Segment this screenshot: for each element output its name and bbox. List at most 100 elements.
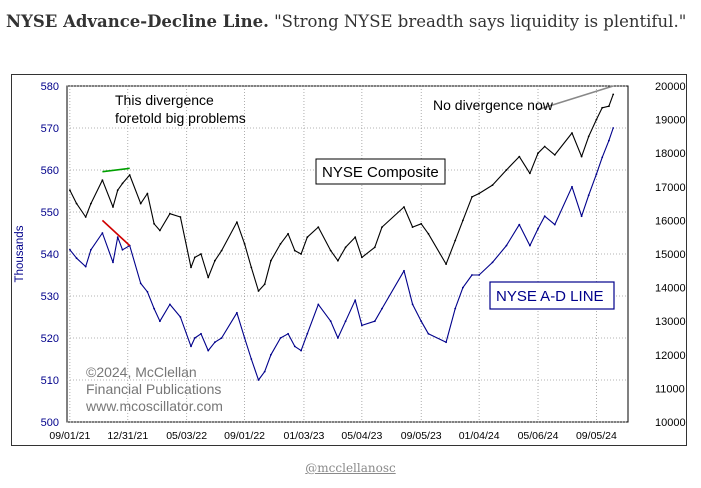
composite-point [601, 106, 604, 109]
composite-point [518, 155, 521, 158]
composite-point [159, 229, 161, 232]
adline-point [243, 337, 246, 339]
adline-point [101, 232, 104, 234]
composite-point [478, 192, 480, 195]
caption-title: NYSE Advance-Decline Line. [6, 12, 269, 31]
chart-labels: Thousands This divergence foretold big p… [14, 92, 615, 414]
composite-point [101, 179, 104, 181]
adline-point [491, 261, 494, 264]
adline-point [139, 282, 142, 285]
composite-point [257, 290, 260, 292]
series [69, 93, 615, 381]
adline-point [478, 274, 480, 276]
right-tick-label: 10000 [655, 417, 686, 429]
adline-point [121, 248, 124, 251]
composite-point [128, 174, 131, 176]
composite-point [381, 226, 383, 229]
left-tick-label: 520 [41, 333, 59, 345]
x-tick-label: 01/03/23 [284, 430, 325, 442]
left-tick-label: 580 [41, 81, 59, 93]
composite-point [200, 253, 202, 255]
right-tick-label: 20000 [655, 81, 686, 93]
caption: NYSE Advance-Decline Line. "Strong NYSE … [6, 12, 696, 31]
composite-point [505, 169, 508, 171]
adline-point [373, 320, 376, 323]
adline-point [250, 358, 253, 360]
composite-point [300, 253, 302, 255]
adline-point [236, 311, 238, 314]
left-tick-label: 540 [41, 249, 59, 261]
adline-point [84, 265, 87, 268]
composite-point [112, 206, 114, 208]
composite-point [337, 259, 339, 262]
annotation-divergence-line [102, 167, 130, 173]
copyright-line2: Financial Publications [86, 381, 221, 397]
right-tick-label: 13000 [655, 316, 686, 328]
x-tick-label: 05/03/22 [166, 430, 207, 442]
adline-point [112, 261, 114, 264]
adline-point [220, 337, 223, 339]
composite-point [139, 202, 142, 205]
left-tick-label: 570 [41, 123, 59, 135]
adline-point [257, 379, 260, 381]
composite-point [84, 216, 87, 218]
adline-point [608, 139, 610, 142]
composite-point [270, 259, 272, 262]
adline-point [159, 320, 161, 323]
composite-point [462, 219, 464, 222]
composite-point [354, 236, 357, 239]
credit-link[interactable]: @mcclellanosc [305, 461, 396, 475]
copyright-line3: www.mcoscillator.com [85, 398, 223, 414]
composite-point [537, 152, 539, 155]
composite-point [529, 172, 531, 175]
adline-point [601, 156, 604, 159]
composite-label: NYSE Composite [322, 164, 439, 181]
adline-point [454, 307, 457, 310]
adline-point [300, 349, 302, 352]
right-tick-label: 17000 [655, 182, 686, 194]
left-tick-label: 560 [41, 165, 59, 177]
composite-point [250, 266, 253, 269]
left-axis-label: Thousands [14, 225, 26, 282]
composite-point [420, 222, 423, 225]
composite-point [587, 135, 590, 138]
composite-point [471, 196, 473, 198]
composite-point [263, 283, 266, 286]
adline-label: NYSE A-D LINE [496, 288, 604, 305]
x-tick-label: 05/06/24 [518, 430, 559, 442]
adline-point [381, 307, 383, 310]
adline-point [505, 244, 508, 247]
axes: 580 570 560 550 540 530 520 510 500 20000 19000 180… [41, 81, 686, 442]
composite-point [146, 192, 149, 195]
annotation-trend-line [537, 85, 614, 111]
right-tick-label: 19000 [655, 115, 686, 127]
adline-point [471, 274, 473, 276]
composite-point [454, 239, 457, 242]
annotation-divergence-line [101, 219, 131, 247]
composite-point [69, 189, 71, 192]
composite-point [411, 226, 414, 229]
right-tick-label: 18000 [655, 148, 686, 160]
composite-point [571, 132, 573, 134]
adline-point [193, 337, 196, 339]
right-tick-label: 15000 [655, 249, 686, 261]
right-tick-label: 16000 [655, 215, 686, 227]
composite-point [116, 189, 119, 192]
divergence-label-line1: This divergence [115, 92, 214, 108]
adline-point [580, 215, 583, 218]
adline-point [344, 320, 347, 323]
adline-point [427, 332, 430, 335]
adline-point [153, 307, 156, 310]
adline-point [75, 257, 78, 260]
adline-point [200, 332, 202, 335]
adline-point [529, 244, 531, 247]
adline-point [462, 286, 464, 289]
adline-point [169, 303, 171, 306]
adline-point [190, 345, 192, 348]
adline-point [361, 324, 363, 327]
adline-point [287, 332, 289, 335]
composite-point [580, 155, 583, 158]
adline-label-box [489, 281, 615, 310]
adline-point [587, 194, 590, 197]
composite-point [287, 232, 289, 235]
